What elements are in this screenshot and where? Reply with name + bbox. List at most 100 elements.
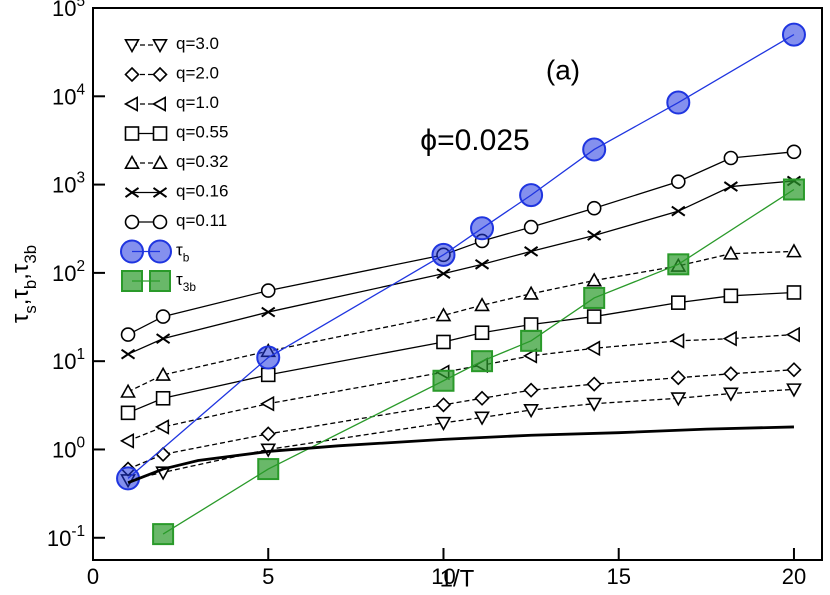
data-point (474, 258, 490, 270)
data-point (435, 397, 452, 413)
data-point (587, 230, 602, 241)
data-point (432, 369, 455, 392)
series-line (127, 151, 795, 336)
series-line (127, 333, 795, 442)
series-line (127, 291, 794, 414)
data-point (523, 317, 539, 332)
phi-annotation: ϕ=0.025 (420, 124, 529, 157)
series-line (127, 425, 794, 485)
data-point (667, 253, 690, 276)
data-point (257, 458, 280, 481)
legend-label: τ3b (176, 270, 196, 294)
legend-marker (124, 66, 140, 83)
legend-label: q=1.0 (176, 93, 219, 112)
legend-marker (124, 39, 140, 54)
data-point (671, 295, 686, 310)
x-tick-label: 5 (262, 564, 274, 589)
data-point (474, 325, 490, 341)
x-tick-label: 20 (782, 564, 806, 589)
data-point (723, 288, 739, 304)
data-point (474, 411, 490, 426)
legend-marker (152, 154, 168, 169)
legend-label: q=0.55 (176, 123, 228, 142)
legend-marker (124, 187, 140, 198)
data-point (436, 334, 451, 350)
data-point (671, 205, 686, 217)
data-point (470, 216, 495, 241)
legend-label: q=0.32 (176, 152, 228, 171)
data-point (260, 426, 276, 442)
data-point (256, 345, 281, 370)
series-line (127, 34, 795, 479)
legend-label: q=3.0 (176, 34, 219, 53)
data-point (155, 309, 171, 324)
series-line (127, 369, 795, 470)
x-tick-label: 10 (431, 564, 455, 589)
data-point (120, 405, 136, 421)
data-point (670, 392, 687, 407)
data-point (524, 246, 539, 257)
data-point (723, 245, 739, 260)
data-point (786, 362, 802, 378)
data-point (586, 272, 603, 287)
data-point (586, 376, 602, 392)
legend-marker (152, 126, 168, 141)
legend-marker (152, 187, 168, 198)
data-point (523, 382, 539, 398)
data-point (155, 390, 171, 406)
data-point (260, 367, 276, 383)
data-point (152, 523, 175, 546)
y-tick-label: 104 (52, 81, 85, 109)
series-line (127, 180, 795, 355)
legend-label: τb (176, 241, 190, 265)
y-tick-label: 101 (52, 346, 85, 374)
legend-marker (120, 239, 144, 264)
data-point (522, 347, 538, 364)
data-point (582, 137, 607, 162)
data-point (786, 285, 802, 300)
legend-label: q=0.16 (176, 182, 228, 201)
data-point (474, 390, 490, 406)
legend-marker (121, 270, 143, 292)
data-point (120, 327, 136, 342)
data-point (786, 144, 802, 160)
data-point (155, 366, 171, 381)
data-point (786, 383, 802, 398)
data-point (523, 219, 539, 235)
data-point (786, 243, 802, 258)
data-point (156, 333, 171, 345)
legend-marker (151, 96, 166, 112)
data-point (670, 332, 685, 349)
data-point (261, 306, 276, 318)
x-tick-label: 0 (87, 564, 99, 589)
series-line (162, 188, 795, 535)
series-line (127, 250, 794, 393)
data-point (471, 350, 494, 373)
legend-marker (152, 39, 168, 54)
data-point (120, 383, 136, 398)
data-point (723, 387, 739, 402)
legend-marker (123, 96, 138, 112)
data-point (723, 181, 738, 192)
y-tick-label: 105 (52, 0, 85, 21)
legend-marker (152, 214, 168, 230)
legend-marker (149, 270, 171, 292)
data-point (435, 307, 452, 322)
data-point (586, 397, 603, 412)
data-point (722, 330, 737, 347)
data-point (523, 285, 539, 300)
y-tick-label: 10-1 (47, 522, 85, 550)
data-point (723, 366, 739, 382)
data-point (785, 326, 800, 343)
legend-marker (148, 239, 172, 264)
legend-marker (124, 126, 140, 141)
data-point (154, 419, 170, 435)
legend-label: q=0.11 (176, 211, 227, 230)
data-point (474, 297, 490, 312)
data-point (781, 22, 806, 47)
data-point (670, 370, 686, 386)
y-tick-label: 100 (52, 434, 85, 462)
legend-marker (152, 66, 168, 83)
data-point (260, 283, 276, 298)
data-point (436, 268, 451, 280)
